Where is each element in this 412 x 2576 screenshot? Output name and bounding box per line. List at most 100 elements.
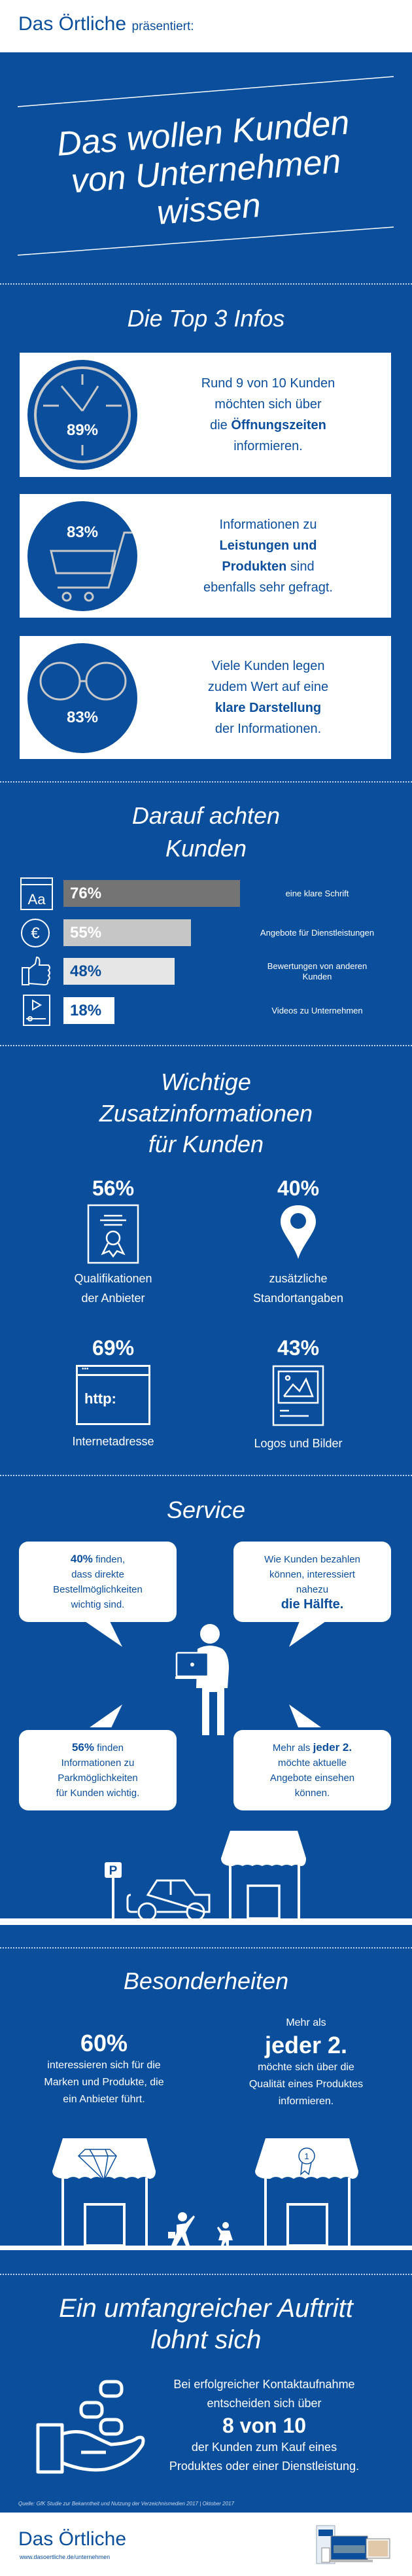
bar-category-label: Angebote für Dienstleistungen	[260, 927, 375, 938]
text-line: Qualität eines Produktes	[249, 2079, 364, 2090]
big-number: 60%	[80, 2030, 128, 2056]
highlight: 56%	[71, 1741, 94, 1754]
text-line: die Öffnungszeiten	[150, 415, 386, 436]
highlight: Produkten	[222, 559, 287, 574]
divider	[0, 1045, 412, 1046]
font-icon: Aa	[20, 877, 53, 910]
highlight: Öffnungszeiten	[231, 418, 326, 432]
thumbs-up-icon	[22, 956, 50, 986]
card-text: Informationen zu Leistungen und Produkte…	[150, 514, 386, 598]
text-line: Parkmöglichkeiten	[58, 1773, 138, 1784]
pedestrians-icon	[168, 2212, 233, 2246]
section-heading-extra: Wichtige	[161, 1068, 251, 1095]
text-line: möchte aktuelle	[277, 1757, 347, 1769]
text-line: Rund 9 von 10 Kunden	[201, 376, 335, 391]
shops-illustration: 1	[0, 2138, 412, 2250]
text-line: Mehr als	[286, 2017, 326, 2028]
text-line: der Kunden zum Kauf eines	[191, 2441, 337, 2454]
text-line: können, interessiert	[269, 1568, 355, 1580]
svg-text:Aa: Aa	[28, 891, 46, 908]
devices-mockup-image	[316, 2525, 390, 2564]
title-rule-bottom	[17, 226, 394, 256]
text-line: Bestellmöglichkeiten	[53, 1584, 143, 1595]
text-line: entscheiden sich über	[207, 2397, 322, 2410]
video-icon	[23, 995, 50, 1026]
footer-url[interactable]: www.dasoertliche.de/unternehmen	[20, 2554, 111, 2560]
footer-logo: Das Örtliche	[18, 2528, 127, 2550]
speech-bubble: Mehr als jeder 2. möchte aktuelle Angebo…	[233, 1730, 391, 1810]
percent-label: 69%	[92, 1336, 135, 1360]
item-label: der Anbieter	[81, 1292, 145, 1305]
percent-label: 43%	[277, 1336, 320, 1360]
divider	[0, 1475, 412, 1476]
title-rules	[17, 76, 394, 256]
highlight: Leistungen und	[219, 538, 317, 553]
special-stat-right: Mehr als jeder 2. möchte sich über die Q…	[208, 2015, 404, 2110]
parking-sign-label: P	[109, 1864, 118, 1878]
highlight: 40%	[70, 1553, 93, 1565]
award-badge-icon	[298, 2147, 315, 2176]
svg-text:€: €	[31, 925, 40, 942]
text-line: Produkten sind	[150, 556, 386, 577]
text-line: nahezu	[296, 1583, 329, 1595]
text-line: wichtig sind.	[71, 1599, 125, 1610]
text-line: Viele Kunden legen	[211, 659, 325, 673]
ground-line	[0, 1918, 412, 1925]
item-label: Internetadresse	[72, 1435, 154, 1448]
extra-item: 43% Logos und Bilder	[200, 1335, 396, 1453]
speech-bubble: 40% finden, dass direkte Bestellmöglichk…	[19, 1542, 177, 1622]
divider	[0, 283, 412, 285]
text-line: ebenfalls sehr gefragt.	[203, 580, 333, 595]
big-number: jeder 2.	[264, 2032, 348, 2058]
award-number: 1	[304, 2151, 309, 2161]
section-heading-presence: lohnt sich	[150, 2325, 262, 2354]
brand-logo: Das Örtliche	[18, 13, 127, 35]
clock-icon: 89%	[27, 360, 137, 470]
street-illustration: P	[0, 1831, 412, 1925]
speech-bubble: Wie Kunden bezahlen können, interessiert…	[233, 1542, 391, 1622]
image-icon	[272, 1365, 324, 1426]
text: finden	[94, 1742, 124, 1754]
divider	[0, 1947, 412, 1949]
item-label: zusätzliche	[269, 1272, 328, 1285]
item-label: Logos und Bilder	[254, 1437, 343, 1450]
certificate-icon	[87, 1204, 139, 1264]
percent-label: 56%	[92, 1176, 135, 1200]
text: die	[210, 418, 232, 432]
bar: 48%	[63, 958, 175, 985]
percent-label: 83%	[66, 709, 99, 726]
euro-icon: €	[21, 919, 50, 947]
text-line: Produktes oder einer Dienstleistung.	[169, 2460, 360, 2473]
store-icon	[221, 1831, 306, 1920]
title-rule-top	[17, 76, 394, 107]
bar-category-label: Videos zu Unternehmen	[271, 1005, 363, 1015]
section-heading-presence: Ein umfangreicher Auftritt	[59, 2294, 353, 2323]
card-text: Rund 9 von 10 Kunden möchten sich über d…	[150, 373, 386, 457]
top3-card: 89% Rund 9 von 10 Kunden möchten sich üb…	[20, 353, 391, 477]
extra-item: 56% Qualifikationen der Anbieter	[15, 1175, 211, 1308]
section-heading-attention: Darauf achten	[131, 802, 281, 829]
text-line: Mehr als jeder 2.	[233, 1740, 391, 1756]
diamond-icon	[77, 2149, 117, 2182]
text-line: dass direkte	[71, 1569, 124, 1580]
text-line: informieren.	[233, 439, 303, 453]
text: Mehr als	[272, 1742, 313, 1754]
divider	[0, 781, 412, 783]
car-icon	[126, 1879, 211, 1922]
card-text: Viele Kunden legen zudem Wert auf eine k…	[150, 656, 386, 739]
top3-card: 83% Viele Kunden legen zudem Wert auf ei…	[20, 636, 391, 759]
bar-row: 18% Videos zu Unternehmen	[0, 995, 412, 1026]
top3-card: 83% Informationen zu Leistungen und Prod…	[20, 494, 391, 618]
store-icon	[52, 2138, 156, 2247]
speech-bubble: 56% finden Informationen zu Parkmöglichk…	[19, 1730, 177, 1810]
person-with-laptop-icon	[175, 1624, 229, 1735]
section-heading-service: Service	[166, 1496, 246, 1523]
bar-row: €55% Angebote für Dienstleistungen	[0, 919, 412, 947]
text-line: möchte sich über die	[258, 2062, 354, 2073]
text-line: Bei erfolgreicher Kontaktaufnahme	[173, 2378, 355, 2391]
hand-with-coins-icon	[36, 2380, 145, 2474]
header: Das Örtliche präsentiert:	[18, 13, 194, 35]
text-line: können.	[294, 1788, 330, 1799]
text-line: 40% finden,	[19, 1551, 177, 1567]
extra-item: 69% ••• http: Internetadresse	[15, 1335, 211, 1451]
